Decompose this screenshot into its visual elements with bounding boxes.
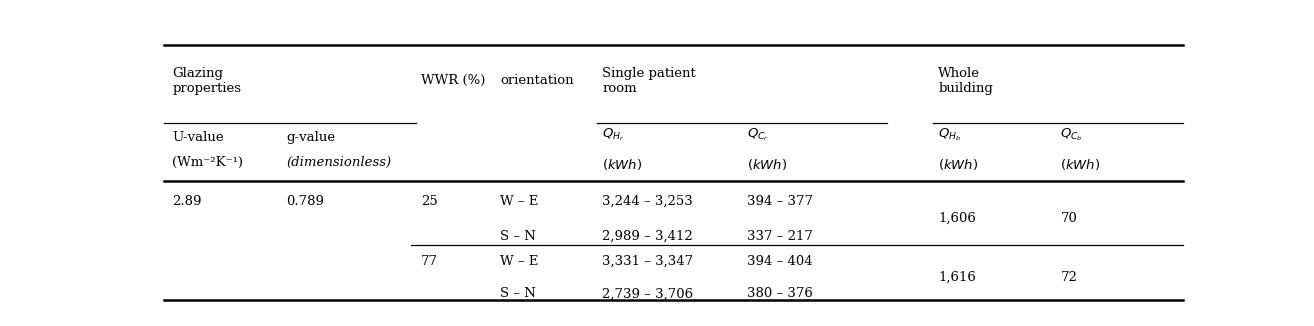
Text: 337 – 217: 337 – 217 [746,230,812,243]
Text: 2,989 – 3,412: 2,989 – 3,412 [602,230,692,243]
Text: $(kWh)$: $(kWh)$ [1060,157,1101,172]
Text: $(kWh)$: $(kWh)$ [938,157,979,172]
Text: U-value: U-value [172,130,223,143]
Text: Whole
building: Whole building [938,67,993,95]
Text: 3,331 – 3,347: 3,331 – 3,347 [602,255,694,268]
Text: 77: 77 [420,255,438,268]
Text: 2.89: 2.89 [172,195,202,208]
Text: WWR (%): WWR (%) [420,74,485,87]
Text: 394 – 377: 394 – 377 [746,195,813,208]
Text: W – E: W – E [501,255,539,268]
Text: 1,606: 1,606 [938,212,976,225]
Text: 0.789: 0.789 [286,195,325,208]
Text: $Q_{H_b}$: $Q_{H_b}$ [938,126,962,143]
Text: $Q_{H_r}$: $Q_{H_r}$ [602,126,624,143]
Text: W – E: W – E [501,195,539,208]
Text: (Wm⁻²K⁻¹): (Wm⁻²K⁻¹) [172,156,243,169]
Text: $(kWh)$: $(kWh)$ [602,157,643,172]
Text: 70: 70 [1060,212,1077,225]
Text: 380 – 376: 380 – 376 [746,288,812,300]
Text: g-value: g-value [286,130,335,143]
Text: 72: 72 [1060,271,1077,284]
Text: 3,244 – 3,253: 3,244 – 3,253 [602,195,692,208]
Text: Single patient
room: Single patient room [602,67,696,95]
Text: 1,616: 1,616 [938,271,976,284]
Text: Glazing
properties: Glazing properties [172,67,242,95]
Text: $Q_{C_r}$: $Q_{C_r}$ [746,126,769,143]
Text: (dimensionless): (dimensionless) [286,156,392,169]
Text: $Q_{C_b}$: $Q_{C_b}$ [1060,126,1083,143]
Text: $(kWh)$: $(kWh)$ [746,157,787,172]
Text: S – N: S – N [501,230,536,243]
Text: orientation: orientation [501,74,574,87]
Text: 394 – 404: 394 – 404 [746,255,812,268]
Text: S – N: S – N [501,288,536,300]
Text: 25: 25 [420,195,438,208]
Text: 2,739 – 3,706: 2,739 – 3,706 [602,288,694,300]
